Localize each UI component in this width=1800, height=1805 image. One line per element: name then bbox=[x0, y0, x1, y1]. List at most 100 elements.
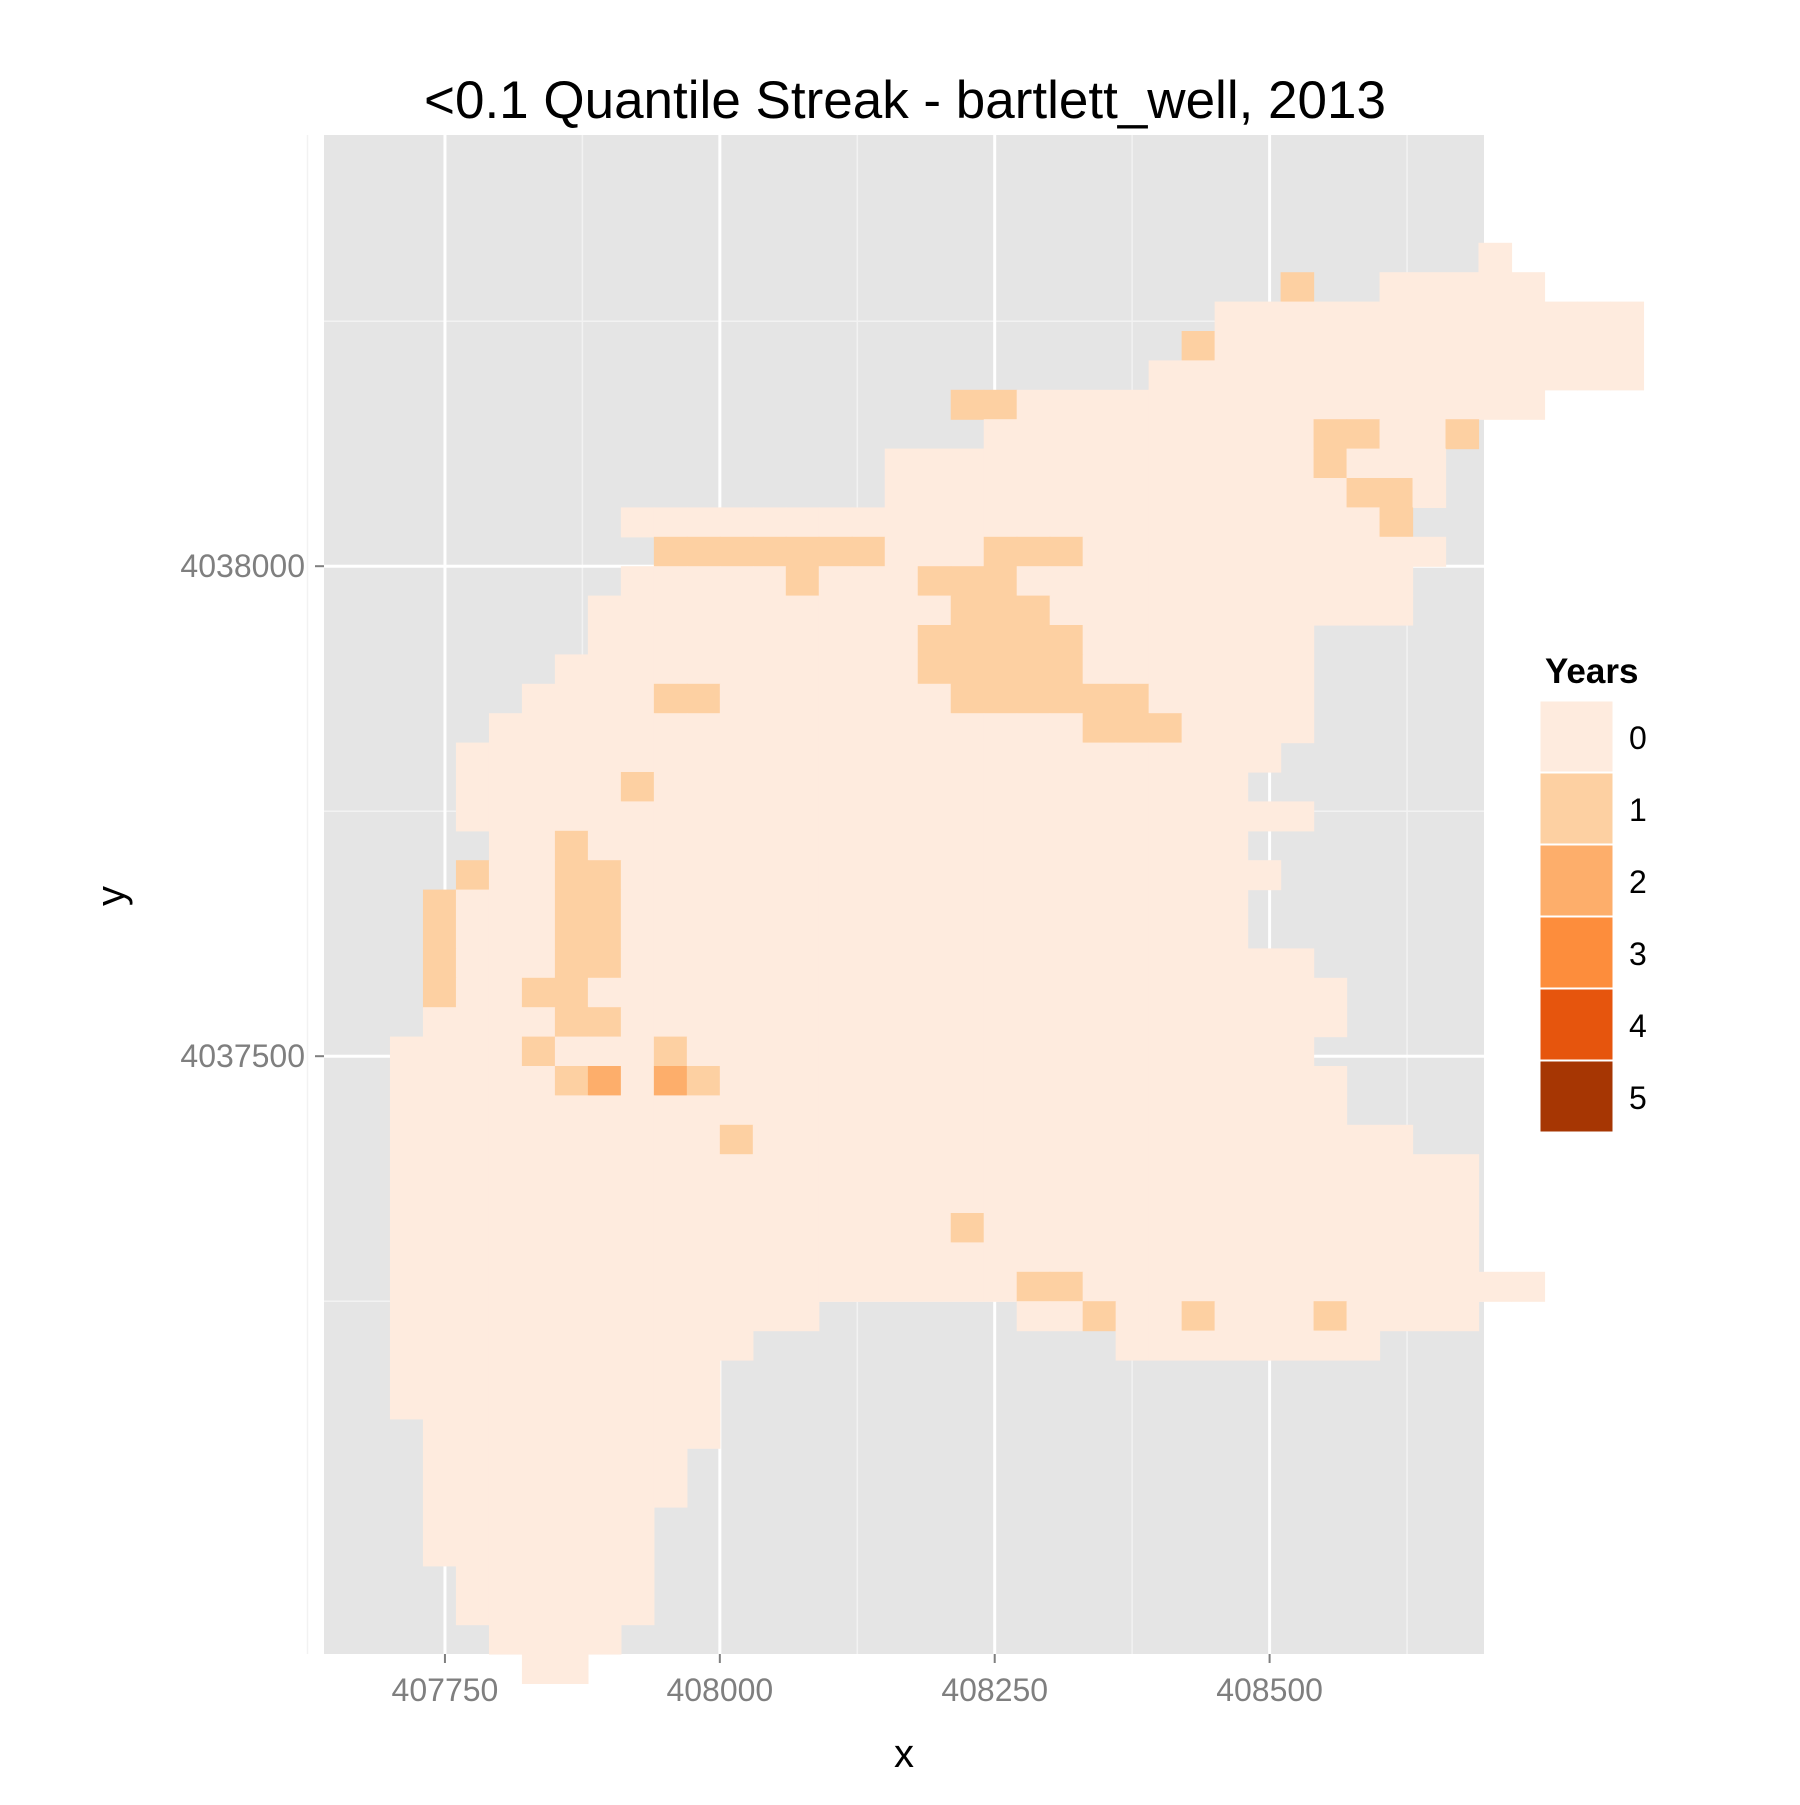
heatmap-cell bbox=[884, 1124, 919, 1155]
heatmap-cell bbox=[719, 566, 754, 597]
heatmap-cell bbox=[1280, 977, 1315, 1008]
heatmap-cell bbox=[488, 1565, 523, 1596]
heatmap-cell bbox=[785, 654, 820, 685]
heatmap-cell bbox=[488, 1036, 523, 1067]
heatmap-cell bbox=[818, 654, 853, 685]
heatmap-cell bbox=[554, 889, 589, 920]
heatmap-cell bbox=[1346, 389, 1381, 420]
heatmap-cell bbox=[1313, 1271, 1348, 1302]
y-axis-title: y bbox=[89, 886, 133, 906]
heatmap-cell bbox=[1346, 448, 1381, 479]
heatmap-cell bbox=[1247, 1124, 1282, 1155]
heatmap-cell bbox=[1280, 331, 1315, 361]
heatmap-cell bbox=[587, 889, 622, 920]
heatmap-cell bbox=[818, 977, 853, 1008]
heatmap-cell bbox=[1148, 1154, 1183, 1185]
heatmap-cell bbox=[1313, 1242, 1348, 1273]
heatmap-cell bbox=[719, 919, 754, 949]
heatmap-cell bbox=[818, 772, 853, 802]
heatmap-cell bbox=[1082, 860, 1117, 891]
heatmap-cell bbox=[983, 1271, 1018, 1302]
heatmap-cell bbox=[1214, 1036, 1249, 1067]
heatmap-cell bbox=[1577, 301, 1612, 332]
heatmap-cell bbox=[1082, 1124, 1117, 1155]
heatmap-cell bbox=[785, 595, 820, 626]
heatmap-cell bbox=[620, 1330, 655, 1361]
heatmap-cell bbox=[554, 1330, 589, 1361]
heatmap-cell bbox=[1346, 301, 1381, 332]
heatmap-cell bbox=[1148, 419, 1183, 450]
heatmap-cell bbox=[587, 595, 622, 626]
heatmap-cell bbox=[1214, 1242, 1249, 1273]
heatmap-cell bbox=[1181, 1330, 1216, 1361]
heatmap-cell bbox=[719, 1242, 754, 1273]
heatmap-cell bbox=[587, 1418, 622, 1449]
heatmap-cell bbox=[587, 1213, 622, 1243]
heatmap-cell bbox=[785, 919, 820, 949]
heatmap-cell bbox=[752, 1124, 787, 1155]
heatmap-cell bbox=[950, 860, 985, 891]
heatmap-cell bbox=[455, 977, 490, 1008]
heatmap-cell bbox=[1445, 360, 1480, 391]
heatmap-cell bbox=[1412, 272, 1447, 303]
heatmap-cell bbox=[1181, 772, 1216, 802]
heatmap-cell bbox=[950, 1036, 985, 1067]
heatmap-cell bbox=[1247, 1242, 1282, 1273]
heatmap-cell bbox=[1115, 683, 1150, 714]
heatmap-cell bbox=[1016, 448, 1051, 479]
heatmap-cell bbox=[455, 742, 490, 773]
heatmap-cell bbox=[521, 772, 556, 802]
heatmap-cell bbox=[1346, 507, 1381, 538]
heatmap-cell bbox=[1181, 1183, 1216, 1214]
heatmap-cell bbox=[983, 742, 1018, 773]
heatmap-cell bbox=[686, 536, 721, 567]
heatmap-cell bbox=[521, 830, 556, 861]
heatmap-cell bbox=[950, 1066, 985, 1096]
heatmap-cell bbox=[620, 1418, 655, 1449]
heatmap-cell bbox=[1280, 389, 1315, 420]
heatmap-cell bbox=[1016, 1036, 1051, 1067]
heatmap-cell bbox=[554, 977, 589, 1008]
heatmap-cell bbox=[752, 948, 787, 979]
x-tick-label: 408500 bbox=[1216, 1672, 1323, 1708]
heatmap-cell bbox=[818, 889, 853, 920]
heatmap-cell bbox=[917, 742, 952, 773]
chart-title: <0.1 Quantile Streak - bartlett_well, 20… bbox=[424, 71, 1386, 130]
heatmap-cell bbox=[1379, 448, 1414, 479]
heatmap-cell bbox=[1280, 272, 1315, 303]
heatmap-cell bbox=[752, 625, 787, 655]
heatmap-cell bbox=[455, 1124, 490, 1155]
heatmap-cell bbox=[620, 1036, 655, 1067]
heatmap-cell bbox=[719, 1066, 754, 1096]
heatmap-cell bbox=[1247, 1213, 1282, 1243]
heatmap-cell bbox=[686, 713, 721, 744]
heatmap-cell bbox=[422, 919, 457, 949]
heatmap-cell bbox=[851, 625, 886, 655]
heatmap-cell bbox=[752, 1154, 787, 1185]
heatmap-cell bbox=[1280, 1242, 1315, 1273]
heatmap-cell bbox=[521, 1624, 556, 1655]
heatmap-cell bbox=[1313, 1154, 1348, 1185]
heatmap-cell bbox=[851, 801, 886, 832]
heatmap-cell bbox=[521, 1242, 556, 1273]
heatmap-cell bbox=[851, 860, 886, 891]
heatmap-cell bbox=[1280, 360, 1315, 391]
heatmap-cell bbox=[884, 1154, 919, 1185]
heatmap-cell bbox=[950, 889, 985, 920]
heatmap-cell bbox=[1049, 507, 1084, 538]
heatmap-cell bbox=[1148, 1213, 1183, 1243]
heatmap-cell bbox=[1313, 1066, 1348, 1096]
heatmap-cell bbox=[752, 742, 787, 773]
heatmap-cell bbox=[1181, 389, 1216, 420]
heatmap-cell bbox=[1082, 1213, 1117, 1243]
heatmap-cell bbox=[1181, 625, 1216, 655]
heatmap-cell bbox=[521, 1271, 556, 1302]
heatmap-cell bbox=[1445, 1301, 1480, 1332]
heatmap-cell bbox=[1016, 625, 1051, 655]
heatmap-cell bbox=[1082, 625, 1117, 655]
heatmap-cell bbox=[950, 1242, 985, 1273]
heatmap-cell bbox=[653, 830, 688, 861]
heatmap-cell bbox=[983, 625, 1018, 655]
heatmap-cell bbox=[521, 948, 556, 979]
heatmap-cell bbox=[818, 595, 853, 626]
